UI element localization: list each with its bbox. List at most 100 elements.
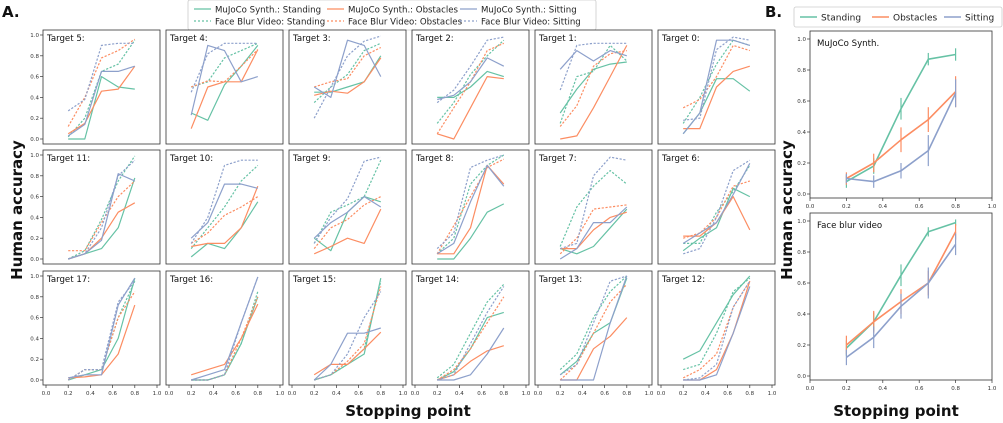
x-tick-label: 0.6 bbox=[915, 204, 924, 210]
subplot-title: MuJoCo Synth. bbox=[817, 39, 879, 49]
legend-b-entry: Sitting bbox=[965, 14, 994, 24]
subplot-target-2-: Target 2: bbox=[411, 29, 530, 145]
subplot-frame bbox=[288, 149, 407, 265]
panel-a-grid: 0.0 0.2 0.4 0.6 0.8 1.0 Target 5: Target 4: Targ… bbox=[30, 29, 777, 397]
y-tick-label: 1.0 bbox=[797, 219, 806, 225]
series-line bbox=[436, 154, 505, 255]
subplot-target-3-: Target 3: bbox=[288, 29, 407, 145]
subplot-title: Target 8: bbox=[415, 154, 454, 164]
x-tick-label: 1.0 bbox=[645, 391, 654, 397]
series-line bbox=[683, 165, 751, 245]
series-line bbox=[436, 36, 504, 104]
y-tick-label: 0.0 bbox=[30, 137, 39, 143]
x-tick-label: 0.4 bbox=[578, 391, 587, 397]
series-line bbox=[313, 195, 382, 239]
x-tick-label: 0.2 bbox=[310, 391, 319, 397]
subplot-target-0-: Target 0: bbox=[657, 29, 776, 145]
series-line bbox=[190, 45, 259, 121]
y-tick-label: 0.0 bbox=[797, 374, 806, 380]
series-line bbox=[560, 275, 628, 381]
series-line bbox=[437, 327, 505, 381]
subplot-frame bbox=[534, 270, 653, 386]
x-tick-label: 0.2 bbox=[64, 391, 73, 397]
subplot-title: Target 14: bbox=[415, 275, 459, 285]
x-tick-label: 1.0 bbox=[153, 391, 162, 397]
series-line bbox=[191, 185, 259, 248]
subplot-frame bbox=[411, 270, 530, 386]
x-tick-label: 0.6 bbox=[231, 391, 240, 397]
y-tick-label: 0.6 bbox=[797, 99, 806, 105]
subplot-title: Target 7: bbox=[538, 154, 577, 164]
y-tick-label: 0.6 bbox=[30, 316, 39, 322]
series-line bbox=[683, 286, 751, 381]
x-tick-label: 1.0 bbox=[399, 391, 408, 397]
series-line bbox=[68, 159, 136, 260]
series-line bbox=[313, 327, 381, 381]
x-tick-label: 0.4 bbox=[878, 204, 887, 210]
subplot-target-11-: 0.0 0.2 0.4 0.6 0.8 1.0 Target 11: bbox=[30, 149, 161, 265]
series-line bbox=[190, 196, 259, 244]
subplot-title: Target 13: bbox=[538, 275, 582, 285]
legend-a-entry: MuJoCo Synth.: Standing bbox=[215, 6, 321, 16]
subplot-frame bbox=[288, 270, 407, 386]
panel-b-label: B. bbox=[765, 3, 782, 21]
x-tick-label: 0.8 bbox=[951, 386, 960, 392]
subplot-frame bbox=[165, 29, 284, 145]
series-line bbox=[437, 203, 505, 260]
x-tick-label: 0.0 bbox=[657, 391, 666, 397]
x-tick-label: 1.0 bbox=[768, 391, 777, 397]
series-line bbox=[682, 187, 751, 252]
summary-subplot: 0.0 0.2 0.4 0.6 0.8 1.0 0.0 0.2 0.4 0.6 0.8 1.0 Face… bbox=[797, 212, 997, 392]
subplot-title: Face blur video bbox=[817, 221, 882, 231]
subplot-target-14-: 0.0 0.2 0.4 0.6 0.8 1.0 Target 14: bbox=[411, 270, 531, 397]
series-line bbox=[67, 65, 135, 137]
series-line bbox=[683, 277, 751, 371]
y-tick-label: 0.8 bbox=[30, 174, 39, 180]
y-tick-label: 0.2 bbox=[30, 236, 39, 242]
subplot-target-6-: Target 6: bbox=[657, 149, 776, 265]
subplot-title: Target 15: bbox=[292, 275, 336, 285]
subplot-title: Target 1: bbox=[538, 34, 577, 44]
x-tick-label: 1.0 bbox=[988, 386, 997, 392]
subplot-frame bbox=[42, 270, 161, 386]
series-line bbox=[313, 42, 382, 104]
y-tick-label: 1.0 bbox=[30, 274, 39, 280]
x-tick-label: 0.0 bbox=[42, 391, 51, 397]
panel-b-xlabel: Stopping point bbox=[833, 402, 959, 420]
legend-a-entry: Face Blur Video: Standing bbox=[215, 18, 325, 28]
series-line bbox=[436, 283, 505, 379]
x-tick-label: 0.4 bbox=[209, 391, 218, 397]
series-line bbox=[560, 156, 627, 250]
series-line bbox=[191, 303, 259, 376]
series-line bbox=[313, 39, 382, 99]
y-tick-label: 0.2 bbox=[797, 161, 806, 167]
series-line bbox=[313, 156, 381, 244]
y-tick-label: 0.6 bbox=[30, 75, 39, 81]
x-tick-label: 0.0 bbox=[288, 391, 297, 397]
subplot-target-10-: Target 10: bbox=[165, 149, 284, 265]
series-line bbox=[683, 280, 751, 381]
subplot-frame bbox=[411, 149, 530, 265]
series-line bbox=[190, 49, 259, 88]
subplot-title: Target 16: bbox=[169, 275, 213, 285]
subplot-target-1-: Target 1: bbox=[534, 29, 653, 145]
legend-b: Standing Obstacles Sitting bbox=[793, 6, 1003, 28]
series-line bbox=[190, 183, 258, 239]
subplot-frame bbox=[657, 270, 776, 386]
subplot-title: Target 0: bbox=[661, 34, 700, 44]
x-tick-label: 0.0 bbox=[411, 391, 420, 397]
legend-b-entry: Obstacles bbox=[893, 14, 938, 24]
panel-b-ylabel: Human accuracy bbox=[778, 140, 796, 280]
subplot-title: Target 4: bbox=[169, 34, 208, 44]
y-tick-label: 0.4 bbox=[797, 130, 806, 136]
summary-subplot: 0.0 0.2 0.4 0.6 0.8 1.0 0.0 0.2 0.4 0.6 0.8 1.0 MuJo… bbox=[797, 30, 997, 210]
subplot-title: Target 17: bbox=[46, 275, 90, 285]
x-tick-label: 0.8 bbox=[622, 391, 631, 397]
series-line bbox=[68, 180, 136, 252]
subplot-target-4-: Target 4: bbox=[165, 29, 284, 145]
legend-a-entry: MuJoCo Synth.: Obstacles bbox=[348, 6, 459, 16]
y-tick-label: 1.0 bbox=[797, 37, 806, 43]
series-line bbox=[437, 286, 505, 381]
x-tick-label: 1.0 bbox=[522, 391, 531, 397]
